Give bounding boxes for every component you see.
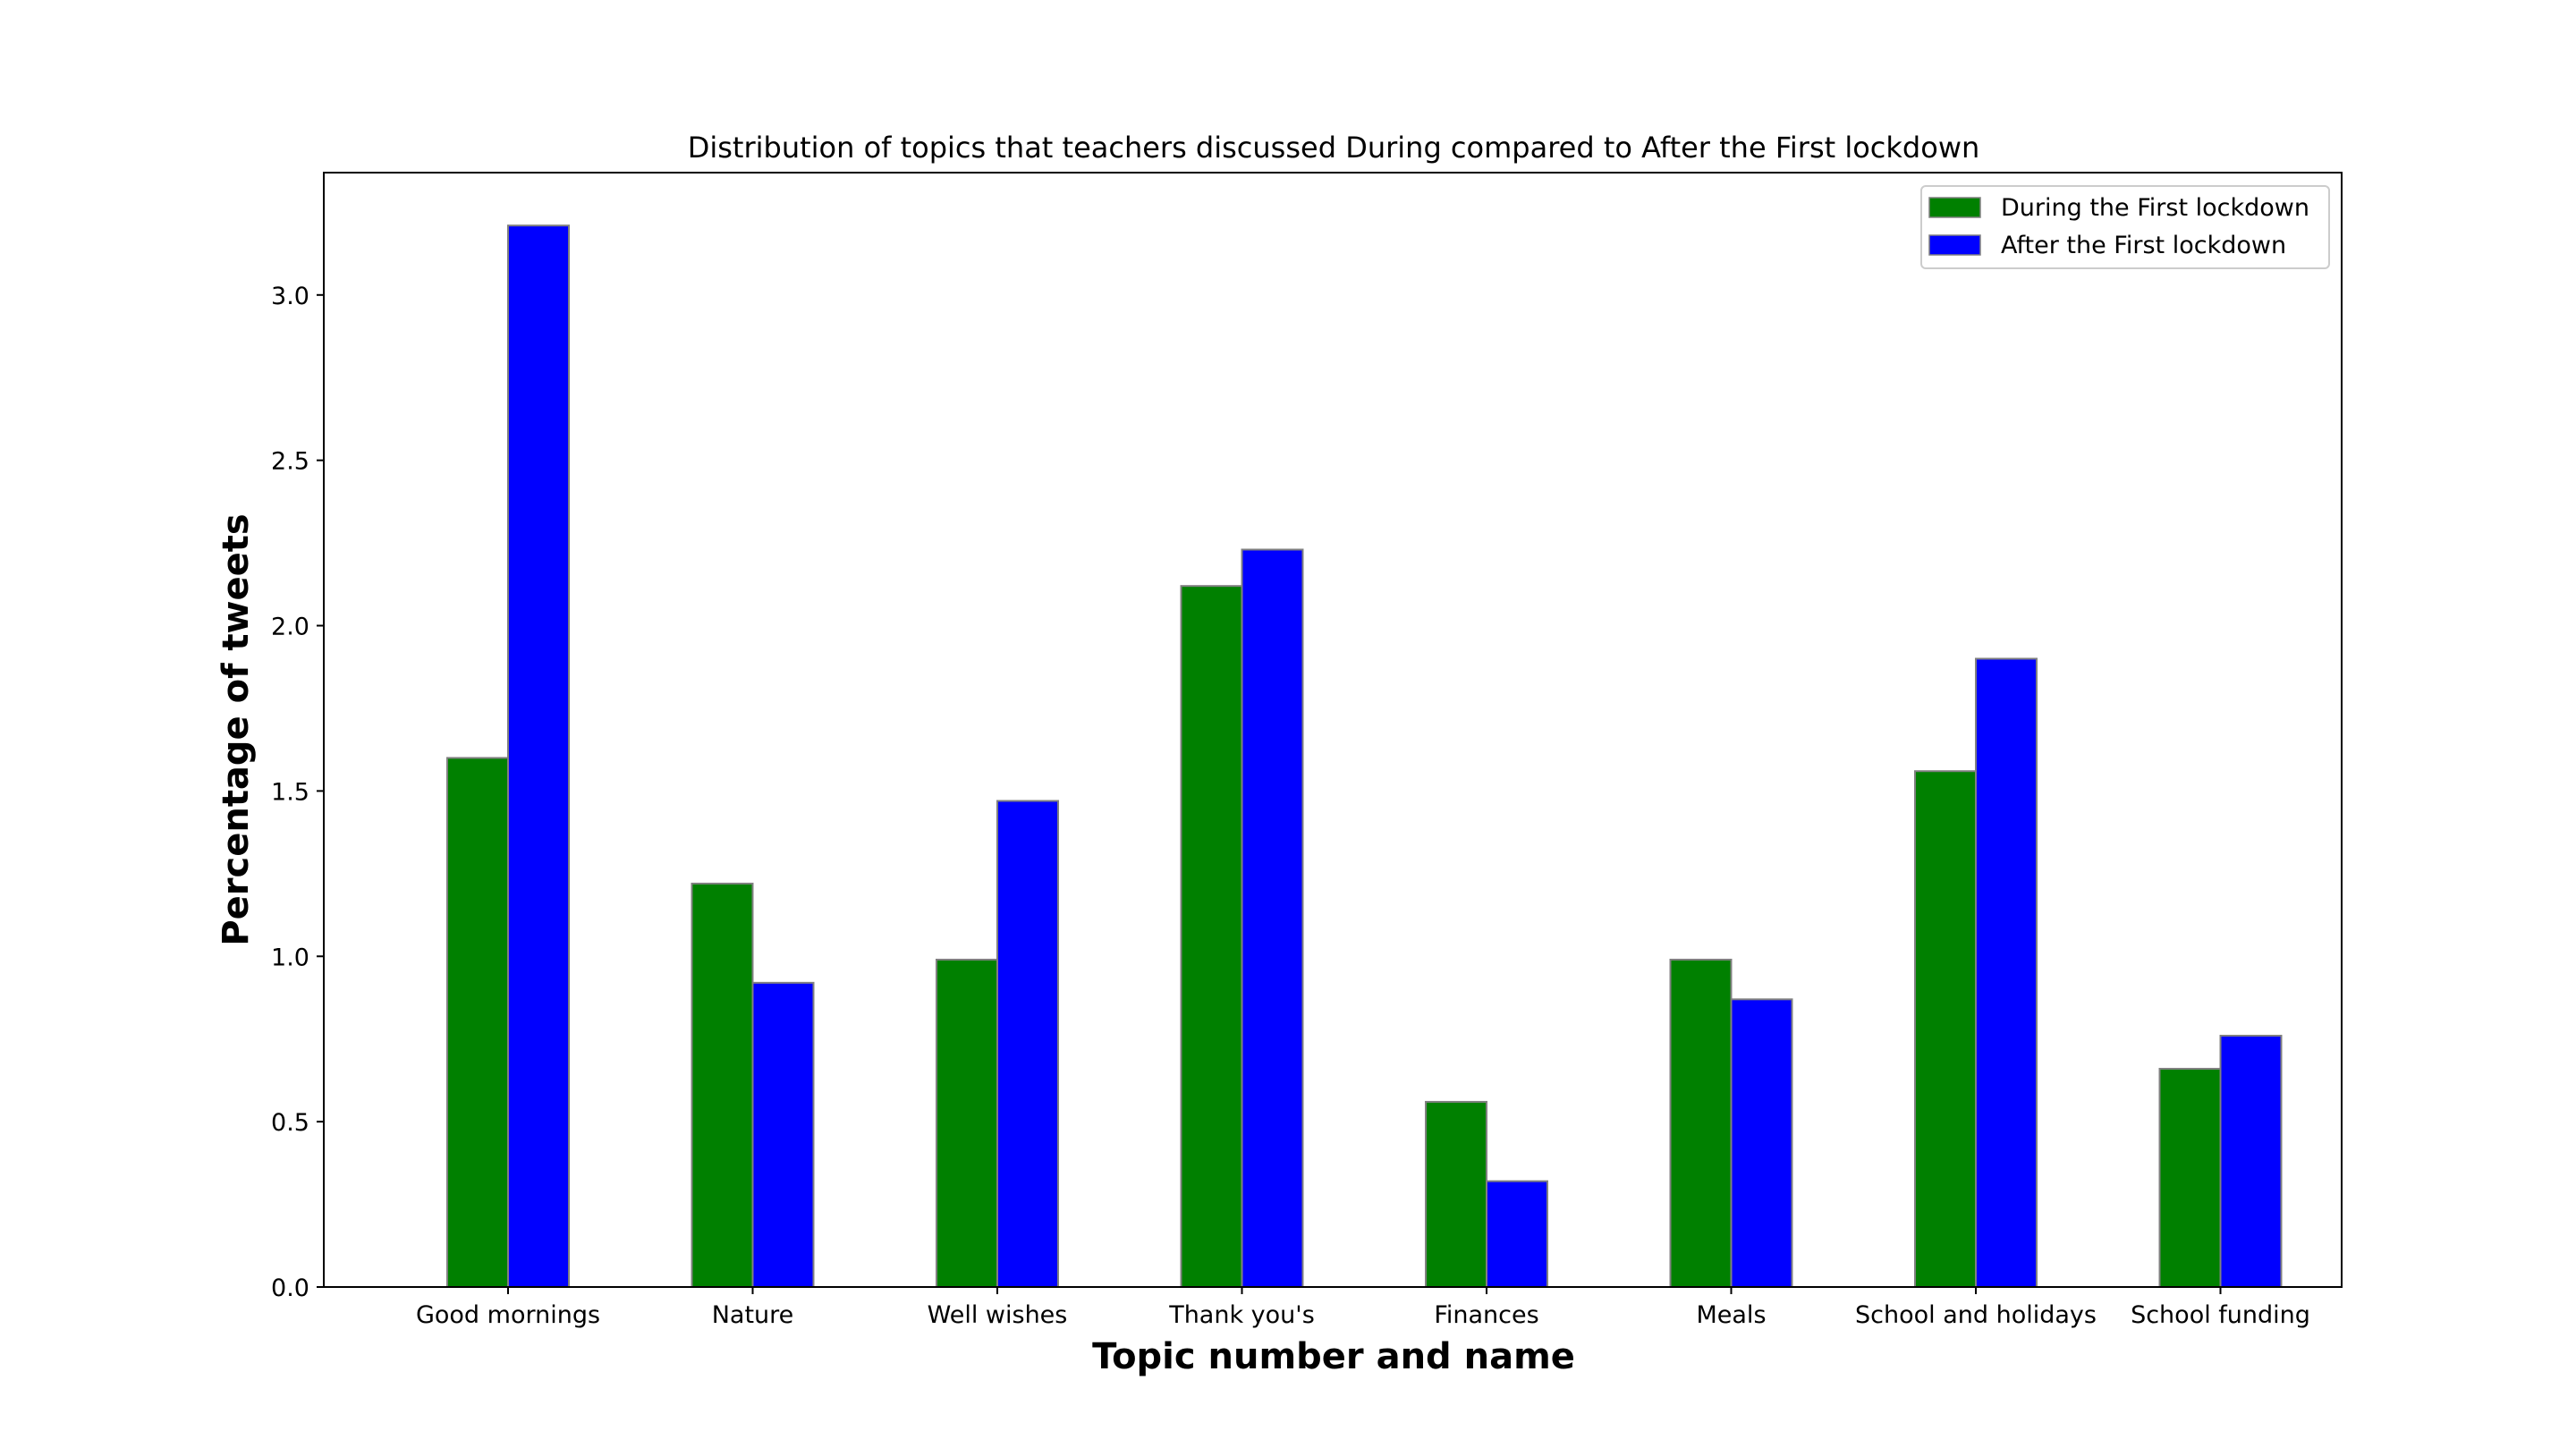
bar-after-0: [507, 224, 570, 1289]
y-tick-label-4: 2.0: [271, 614, 309, 641]
bars-layer: [446, 224, 2283, 1289]
bar-during-3: [1180, 585, 1243, 1288]
x-tick-label-6: School and holidays: [1855, 1301, 2097, 1329]
bar-during-7: [2158, 1067, 2222, 1289]
bar-during-5: [1669, 958, 1733, 1288]
bar-after-4: [1486, 1180, 1548, 1288]
bar-after-6: [1975, 657, 2038, 1288]
chart-title: Distribution of topics that teachers dis…: [688, 131, 1980, 165]
legend: During the First lockdown After the Firs…: [1920, 185, 2330, 269]
legend-label-after: After the First lockdown: [2001, 232, 2286, 259]
bar-after-1: [751, 981, 815, 1288]
bar-during-0: [446, 757, 509, 1288]
x-axis-ticks: Good mornings Nature Well wishes Thank you'…: [416, 1287, 2310, 1329]
bar-after-3: [1241, 548, 1304, 1288]
x-tick-label-7: School funding: [2131, 1301, 2310, 1329]
legend-label-during: During the First lockdown: [2001, 194, 2309, 222]
y-tick-label-1: 0.5: [271, 1109, 309, 1137]
x-tick-label-4: Finances: [1434, 1301, 1538, 1329]
bar-during-6: [1914, 770, 1977, 1288]
x-tick-label-2: Well wishes: [928, 1301, 1068, 1329]
bar-during-2: [936, 958, 998, 1288]
y-tick-label-2: 1.0: [271, 944, 309, 971]
legend-box: [1920, 185, 2330, 269]
y-axis-label: Percentage of tweets: [216, 513, 257, 945]
x-tick-label-5: Meals: [1696, 1301, 1766, 1329]
bar-after-5: [1730, 998, 1793, 1289]
y-tick-label-6: 3.0: [271, 283, 309, 310]
plot-frame: [323, 172, 2343, 1288]
x-tick-label-1: Nature: [712, 1301, 794, 1329]
bar-after-2: [996, 800, 1059, 1288]
x-axis-label: Topic number and name: [1092, 1336, 1575, 1377]
bar-during-1: [691, 882, 754, 1289]
bar-after-7: [2219, 1035, 2283, 1288]
x-tick-label-0: Good mornings: [416, 1301, 600, 1329]
y-tick-label-3: 1.5: [271, 778, 309, 806]
legend-swatch-during: [1928, 197, 1981, 218]
y-axis-ticks: 0.0 0.5 1.0 1.5 2.0 2.5 3.0: [271, 283, 324, 1302]
legend-swatch-after: [1928, 234, 1981, 256]
bar-during-4: [1425, 1100, 1487, 1289]
y-tick-label-0: 0.0: [271, 1274, 309, 1302]
x-tick-label-3: Thank you's: [1168, 1301, 1315, 1329]
y-tick-label-5: 2.5: [271, 448, 309, 476]
